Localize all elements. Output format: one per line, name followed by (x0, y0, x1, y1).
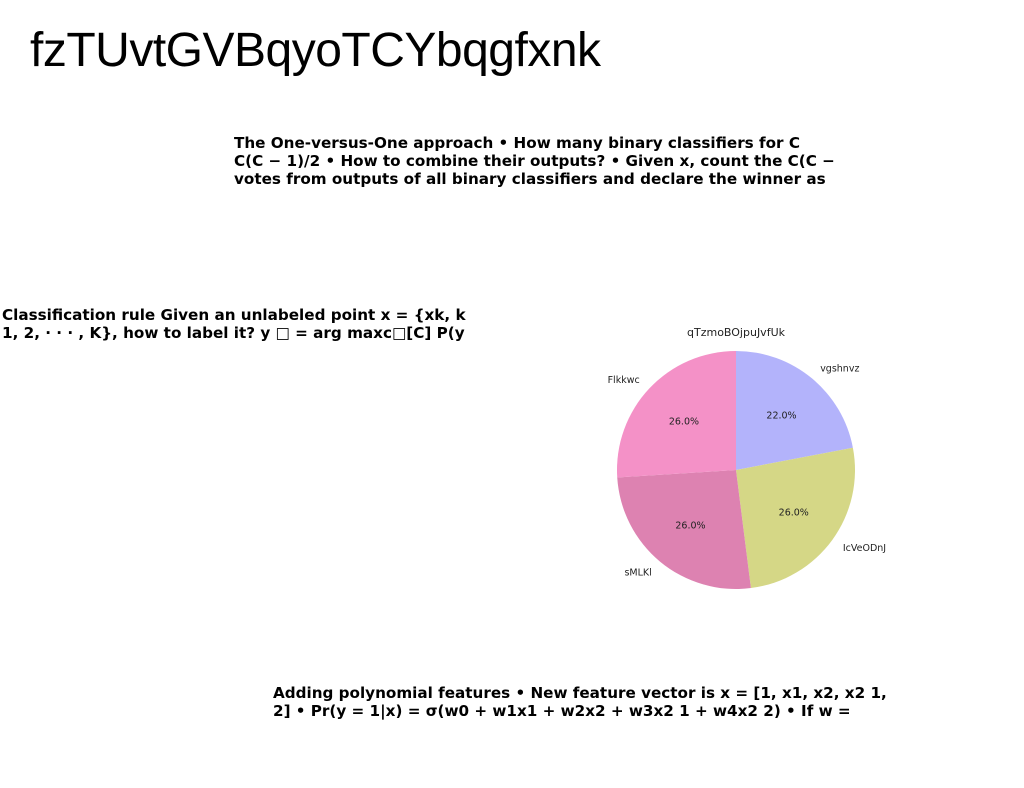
pie-pct-label: 26.0% (779, 507, 809, 518)
paragraph-line: Classification rule Given an unlabeled p… (2, 306, 466, 324)
chart-title: qTzmoBOjpuJvfUk (687, 326, 786, 339)
polynomial-features-paragraph: Adding polynomial features • New feature… (273, 684, 887, 720)
one-vs-one-paragraph: The One-versus-One approach • How many b… (234, 134, 835, 188)
pie-labels: 22.0% vgshnvz 26.0% IcVeODnJ 26.0% sMLKl 26.0%… (608, 364, 887, 579)
pie-pct-label: 26.0% (669, 417, 699, 428)
classification-rule-paragraph: Classification rule Given an unlabeled p… (2, 306, 466, 342)
pie-category-label: vgshnvz (820, 364, 859, 375)
paragraph-line: 1, 2, · · · , K}, how to label it? y □ =… (2, 324, 465, 342)
paragraph-line: votes from outputs of all binary classif… (234, 170, 826, 188)
paragraph-line: 2] • Pr(y = 1|x) = σ(w0 + w1x1 + w2x2 + … (273, 702, 851, 720)
pie-chart: qTzmoBOjpuJvfUk 22.0% vgshnvz 26.0% IcVeODn… (608, 326, 887, 589)
pie-slice-vgshnvz (736, 351, 853, 470)
paragraph-line: The One-versus-One approach • How many b… (234, 134, 800, 152)
pie-slice-IcVeODnJ (736, 447, 855, 589)
pie-slice-Flkkwc (617, 351, 736, 478)
pie-category-label: IcVeODnJ (843, 543, 886, 554)
paragraph-line: C(C − 1)/2 • How to combine their output… (234, 152, 835, 170)
pie-category-label: Flkkwc (608, 375, 640, 386)
pie-slices (617, 351, 855, 589)
pie-pct-label: 22.0% (766, 410, 796, 421)
page-title: fzTUvtGVBqyoTCYbqgfxnk (30, 24, 601, 77)
pie-pct-label: 26.0% (675, 521, 705, 532)
paragraph-line: Adding polynomial features • New feature… (273, 684, 887, 702)
pie-slice-sMLKl (617, 470, 751, 589)
pie-category-label: sMLKl (624, 567, 651, 578)
